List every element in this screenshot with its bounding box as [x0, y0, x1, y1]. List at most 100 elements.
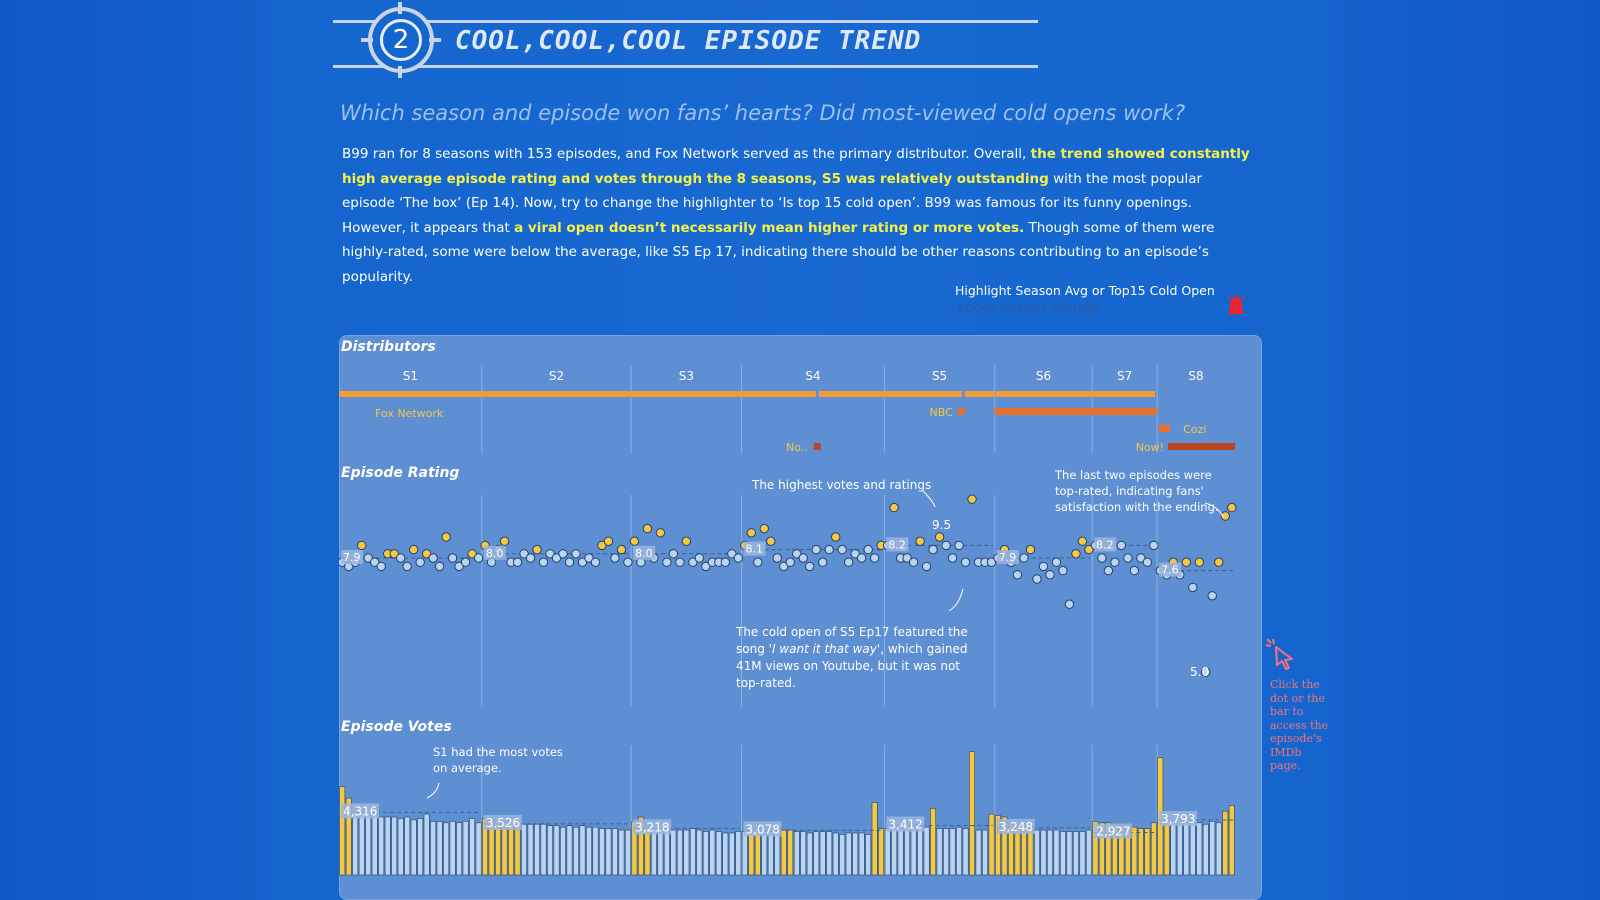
vote-bar[interactable]	[923, 826, 930, 876]
vote-bar[interactable]	[826, 831, 833, 876]
rating-point[interactable]	[1058, 565, 1068, 576]
rating-point[interactable]	[1227, 502, 1237, 513]
vote-bar[interactable]	[378, 816, 385, 876]
vote-bar[interactable]	[514, 822, 521, 876]
vote-bar[interactable]	[800, 831, 807, 876]
vote-bar[interactable]	[865, 834, 872, 876]
rating-point[interactable]	[1032, 574, 1042, 584]
vote-bar[interactable]	[534, 823, 540, 876]
vote-bar[interactable]	[891, 826, 898, 876]
rating-point[interactable]	[694, 553, 705, 563]
vote-bar[interactable]	[988, 813, 995, 876]
vote-bar[interactable]	[618, 829, 625, 876]
vote-bar[interactable]	[969, 751, 975, 876]
vote-bar[interactable]	[1176, 821, 1183, 876]
vote-bar[interactable]	[878, 828, 885, 876]
rating-point[interactable]	[454, 561, 464, 572]
rating-point[interactable]	[1012, 570, 1023, 580]
vote-bar[interactable]	[1163, 818, 1170, 876]
rating-point[interactable]	[986, 557, 997, 567]
vote-bar[interactable]	[1092, 821, 1099, 876]
vote-bar[interactable]	[1001, 816, 1008, 876]
vote-bar[interactable]	[670, 829, 677, 876]
vote-bar[interactable]	[436, 821, 443, 876]
rating-point[interactable]	[629, 536, 640, 546]
vote-bar[interactable]	[1053, 829, 1060, 876]
rating-point[interactable]	[1045, 570, 1055, 580]
rating-point[interactable]	[473, 553, 484, 563]
rating-point[interactable]	[805, 561, 815, 572]
rating-point[interactable]	[759, 523, 769, 534]
vote-bar[interactable]	[1040, 829, 1047, 876]
rating-point[interactable]	[960, 557, 971, 567]
rating-point[interactable]	[1019, 553, 1029, 563]
rating-point[interactable]	[408, 544, 419, 555]
vote-bar[interactable]	[852, 832, 859, 876]
rating-point[interactable]	[499, 536, 510, 546]
rating-point[interactable]	[889, 502, 899, 513]
rating-point[interactable]	[1214, 557, 1224, 567]
vote-bar[interactable]	[917, 826, 924, 876]
vote-bar[interactable]	[845, 832, 852, 876]
vote-bar[interactable]	[586, 826, 592, 876]
rating-point[interactable]	[1149, 540, 1159, 551]
rating-point[interactable]	[662, 557, 672, 567]
rating-point[interactable]	[1103, 565, 1114, 576]
vote-bar[interactable]	[1202, 823, 1209, 876]
rating-point[interactable]	[525, 553, 536, 563]
vote-bar[interactable]	[560, 826, 566, 876]
rating-point[interactable]	[610, 553, 620, 563]
rating-point[interactable]	[1129, 565, 1140, 576]
vote-bar[interactable]	[1222, 810, 1229, 876]
rating-point[interactable]	[1136, 553, 1146, 563]
vote-bar[interactable]	[735, 831, 742, 876]
rating-point[interactable]	[869, 553, 880, 563]
rating-point[interactable]	[921, 561, 932, 572]
vote-bar[interactable]	[430, 821, 437, 876]
vote-bar[interactable]	[1105, 822, 1112, 876]
rating-point[interactable]	[460, 557, 471, 567]
rating-point[interactable]	[792, 549, 802, 559]
rating-point[interactable]	[908, 557, 919, 567]
rating-point[interactable]	[577, 557, 588, 567]
rating-point[interactable]	[584, 553, 594, 563]
vote-bar[interactable]	[592, 826, 599, 876]
rating-point[interactable]	[395, 553, 406, 563]
nbc-bar[interactable]	[994, 408, 1158, 415]
vote-bar[interactable]	[683, 829, 690, 876]
vote-bar[interactable]	[462, 821, 469, 876]
fox-network-bar[interactable]	[339, 391, 816, 397]
rating-point[interactable]	[558, 549, 568, 559]
vote-bar[interactable]	[508, 822, 515, 876]
vote-bar[interactable]	[1034, 829, 1040, 876]
vote-bar[interactable]	[897, 828, 904, 876]
vote-bar[interactable]	[904, 826, 911, 876]
vote-bar[interactable]	[611, 828, 618, 876]
vote-bar[interactable]	[910, 828, 917, 876]
vote-bar[interactable]	[1027, 826, 1034, 876]
vote-bar[interactable]	[397, 818, 404, 876]
rating-point[interactable]	[597, 540, 607, 551]
rating-point[interactable]	[545, 549, 555, 559]
rating-point[interactable]	[818, 557, 828, 567]
rating-point[interactable]	[967, 494, 977, 504]
rating-point[interactable]	[837, 544, 847, 555]
rating-point[interactable]	[1116, 540, 1127, 551]
vote-bar[interactable]	[761, 831, 768, 876]
vote-bar[interactable]	[423, 813, 430, 876]
vote-bar[interactable]	[637, 816, 644, 876]
rating-point[interactable]	[701, 561, 711, 572]
fox-network-bar[interactable]	[995, 391, 1156, 397]
rating-point[interactable]	[688, 557, 698, 567]
vote-bar[interactable]	[702, 831, 709, 876]
rating-point[interactable]	[863, 544, 873, 555]
rating-point[interactable]	[389, 549, 399, 559]
vote-bar[interactable]	[1021, 826, 1027, 876]
rating-point[interactable]	[947, 553, 958, 563]
vote-bar[interactable]	[995, 815, 1001, 876]
vote-bar[interactable]	[813, 831, 820, 876]
vote-bar[interactable]	[1079, 831, 1086, 876]
vote-bar[interactable]	[1209, 821, 1216, 876]
rating-point[interactable]	[402, 561, 412, 572]
vote-bar[interactable]	[930, 807, 937, 876]
